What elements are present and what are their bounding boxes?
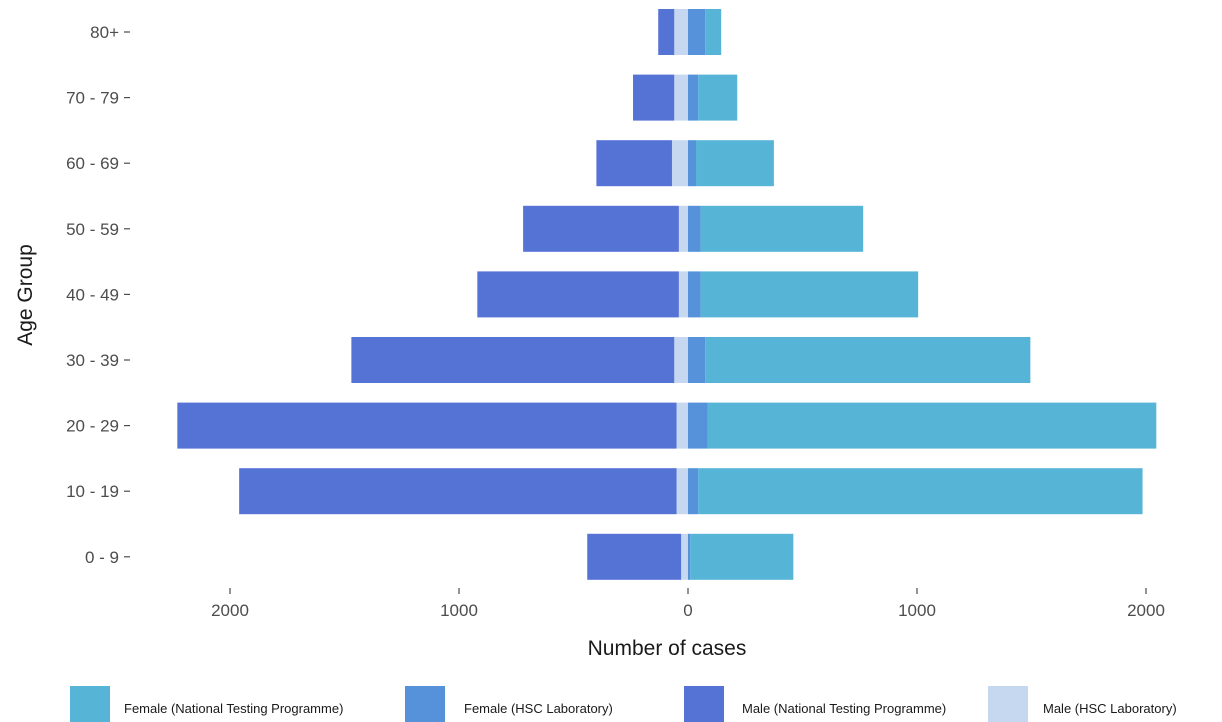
y-tick-label-10-19: 10 - 19 — [66, 482, 119, 501]
bar-male-ntp-30-39 — [351, 337, 675, 383]
bar-male-ntp-40-49 — [477, 271, 679, 318]
bar-male-hsc-50-59 — [678, 205, 688, 252]
x-tick-label: 2000 — [211, 601, 249, 620]
bar-female-ntp-0-9 — [690, 533, 794, 580]
y-axis-title: Age Group — [14, 244, 37, 346]
x-tick-label: 1000 — [898, 601, 936, 620]
x-axis: 2000 1000 0 1000 2000 — [211, 588, 1165, 620]
bar-female-hsc-50-59 — [688, 205, 701, 252]
bar-female-ntp-30-39 — [705, 337, 1031, 383]
bar-female-hsc-70-79 — [688, 74, 699, 121]
bar-female-ntp-70-79 — [698, 74, 738, 121]
bar-male-ntp-80 — [658, 9, 675, 55]
bars-layer — [177, 9, 1157, 580]
y-tick-label-60-69: 60 - 69 — [66, 154, 119, 173]
bar-female-hsc-80 — [688, 9, 706, 55]
bar-female-hsc-40-49 — [688, 271, 701, 318]
bar-male-hsc-20-29 — [676, 402, 688, 449]
bar-male-hsc-80 — [674, 9, 688, 55]
bar-female-ntp-20-29 — [707, 402, 1157, 449]
y-tick-label-70-79: 70 - 79 — [66, 89, 119, 108]
bar-male-ntp-10-19 — [239, 468, 677, 515]
x-axis-title: Number of cases — [588, 637, 747, 660]
bar-male-ntp-60-69 — [596, 140, 672, 187]
y-tick-label-40-49: 40 - 49 — [66, 285, 119, 304]
y-tick-label-80: 80+ — [90, 23, 119, 42]
x-tick-label: 2000 — [1127, 601, 1165, 620]
bar-male-hsc-60-69 — [671, 140, 688, 187]
legend-swatch-male-national-testing-programme — [684, 686, 724, 722]
bar-female-ntp-80 — [705, 9, 722, 55]
x-tick-label: 1000 — [440, 601, 478, 620]
y-axis: 0 - 9 10 - 19 20 - 29 30 - 39 40 - 49 50 - 59… — [66, 23, 130, 567]
legend-label-male-hsc-laboratory: Male (HSC Laboratory) — [1043, 701, 1177, 716]
bar-female-hsc-30-39 — [688, 337, 706, 383]
bar-female-hsc-0-9 — [688, 533, 691, 580]
bar-female-ntp-50-59 — [700, 205, 864, 252]
bar-male-ntp-50-59 — [523, 205, 679, 252]
legend-label-female-hsc-laboratory: Female (HSC Laboratory) — [464, 701, 613, 716]
bar-male-hsc-0-9 — [681, 533, 688, 580]
y-tick-label-20-29: 20 - 29 — [66, 417, 119, 436]
y-tick-label-50-59: 50 - 59 — [66, 220, 119, 239]
bar-male-hsc-40-49 — [678, 271, 688, 318]
bar-female-hsc-10-19 — [688, 468, 699, 515]
bar-male-ntp-20-29 — [177, 402, 677, 449]
bar-male-hsc-70-79 — [674, 74, 688, 121]
legend-label-female-national-testing-programme: Female (National Testing Programme) — [124, 701, 343, 716]
y-tick-label-0-9: 0 - 9 — [85, 548, 119, 567]
bar-female-hsc-60-69 — [688, 140, 697, 187]
bar-female-ntp-60-69 — [696, 140, 774, 187]
legend-swatch-male-hsc-laboratory — [988, 686, 1028, 722]
bar-male-ntp-0-9 — [587, 533, 682, 580]
bar-female-ntp-10-19 — [698, 468, 1143, 515]
y-tick-label-30-39: 30 - 39 — [66, 351, 119, 370]
legend-swatch-female-national-testing-programme — [70, 686, 110, 722]
bar-male-hsc-10-19 — [676, 468, 688, 515]
bar-male-ntp-70-79 — [633, 74, 675, 121]
x-tick-label: 0 — [683, 601, 692, 620]
bar-female-hsc-20-29 — [688, 402, 708, 449]
bar-male-hsc-30-39 — [674, 337, 688, 383]
legend-swatch-female-hsc-laboratory — [405, 686, 445, 722]
bar-female-ntp-40-49 — [700, 271, 919, 318]
legend: Female (National Testing Programme) Femal… — [70, 686, 1177, 722]
legend-label-male-national-testing-programme: Male (National Testing Programme) — [742, 701, 946, 716]
